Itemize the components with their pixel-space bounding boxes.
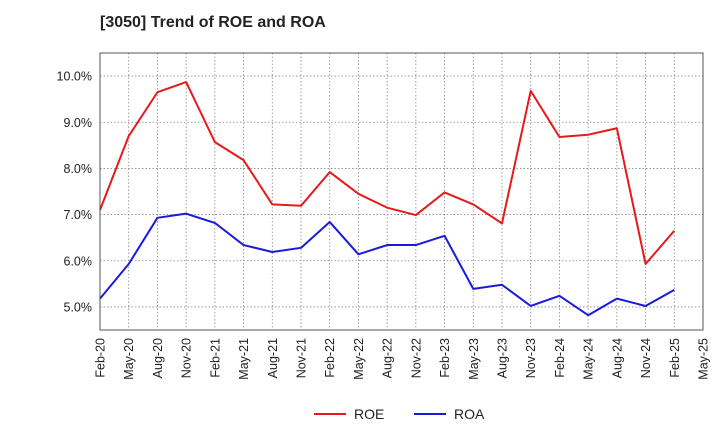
x-tick-label: Nov-24 — [639, 338, 653, 378]
x-tick-label: Aug-24 — [610, 338, 624, 378]
x-tick-label: Aug-21 — [266, 338, 280, 378]
x-tick-label: May-20 — [122, 338, 136, 380]
x-tick-label: Feb-22 — [323, 338, 337, 378]
x-tick-label: Nov-21 — [295, 338, 309, 378]
y-tick-label: 7.0% — [64, 208, 93, 222]
y-tick-label: 10.0% — [57, 70, 92, 84]
x-tick-label: Aug-22 — [381, 338, 395, 378]
series-line-roe — [99, 81, 676, 265]
x-tick-label: May-21 — [237, 338, 251, 380]
legend: ROE ROA — [314, 406, 485, 422]
legend-label-roe: ROE — [354, 406, 384, 422]
x-axis-ticks: Feb-20 May-20 Aug-20 Nov-20 Feb-21 May-21 Aug-… — [94, 338, 711, 380]
x-tick-label: Nov-23 — [524, 338, 538, 378]
x-tick-label: Aug-20 — [151, 338, 165, 378]
y-tick-label: 5.0% — [64, 300, 93, 314]
grid-lines — [100, 53, 703, 330]
chart-title: [3050] Trend of ROE and ROA — [100, 14, 326, 31]
x-tick-label: Feb-21 — [208, 338, 222, 378]
x-tick-label: Nov-22 — [409, 338, 423, 378]
plot-frame — [99, 52, 704, 331]
series-lines — [99, 81, 676, 317]
x-tick-label: May-23 — [467, 338, 481, 380]
y-tick-label: 6.0% — [64, 254, 93, 268]
x-tick-label: Feb-23 — [438, 338, 452, 378]
legend-label-roa: ROA — [454, 406, 485, 422]
x-tick-label: Aug-23 — [496, 338, 510, 378]
x-tick-label: Feb-24 — [553, 338, 567, 378]
x-tick-label: Feb-25 — [668, 338, 682, 378]
y-tick-label: 8.0% — [64, 162, 93, 176]
y-axis-ticks: 5.0% 6.0% 7.0% 8.0% 9.0% 10.0% — [57, 70, 92, 315]
x-tick-label: May-25 — [697, 338, 711, 380]
x-tick-label: Nov-20 — [180, 338, 194, 378]
y-tick-label: 9.0% — [64, 116, 93, 130]
series-line-roa — [99, 212, 675, 317]
x-tick-label: May-24 — [582, 338, 596, 380]
x-tick-label: Feb-20 — [94, 338, 108, 378]
x-tick-label: May-22 — [352, 338, 366, 380]
